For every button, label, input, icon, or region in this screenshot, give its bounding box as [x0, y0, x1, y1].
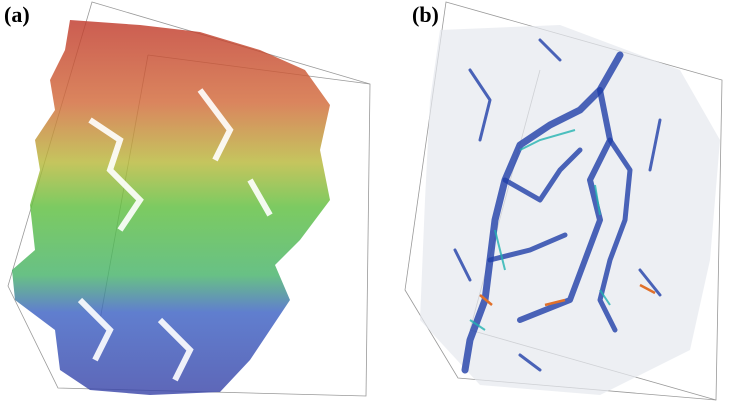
panel-label: (b) — [412, 2, 439, 27]
flow-channel — [517, 87, 613, 323]
pore-surface — [12, 20, 330, 395]
pore-cloud — [420, 25, 720, 395]
flow-vectors — [469, 129, 611, 331]
high-velocity-vectors — [479, 283, 656, 307]
flow-channel — [487, 137, 633, 333]
panel-label: (a) — [4, 2, 30, 27]
panel-b: (b) — [404, 1, 723, 401]
flow-channel — [453, 38, 662, 372]
panel-a: (a) — [4, 1, 371, 397]
pore-gaps — [77, 88, 273, 382]
